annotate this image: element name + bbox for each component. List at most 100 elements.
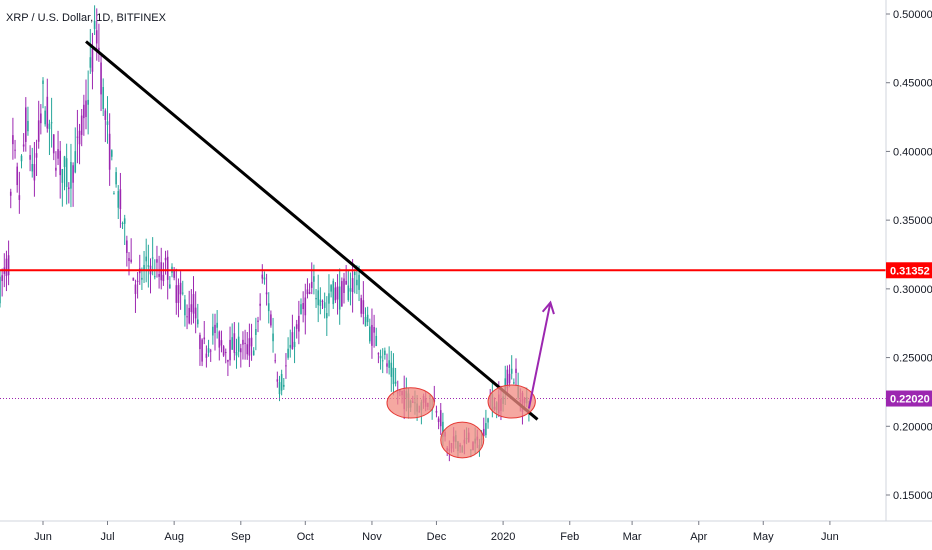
candle-body xyxy=(506,369,509,389)
candle-body xyxy=(14,149,16,151)
time-axis[interactable]: Jun Jul Aug Sep Oct Nov Dec 2020 Feb Mar Apr May Jun xyxy=(34,521,839,543)
highlight-ellipse[interactable] xyxy=(487,384,536,419)
candle-body xyxy=(231,337,233,350)
candle-body xyxy=(293,341,296,348)
x-tick-label: Jun xyxy=(34,531,52,543)
descending-trendline[interactable] xyxy=(85,40,539,421)
candle-body xyxy=(373,327,375,333)
candle-body xyxy=(360,298,362,314)
price-badge-label: 0.22020 xyxy=(890,394,930,406)
candle-body xyxy=(252,350,255,356)
candle-body xyxy=(265,292,268,295)
candle-body xyxy=(351,278,354,293)
candle-body xyxy=(106,121,109,125)
candle-body xyxy=(188,307,190,324)
candle-body xyxy=(381,360,384,362)
candle-body xyxy=(184,299,186,316)
candle-body xyxy=(179,282,182,295)
candle-body xyxy=(89,57,92,68)
candle-body xyxy=(270,314,272,326)
candle-body xyxy=(272,333,274,342)
candle-body xyxy=(35,153,38,158)
candle-body xyxy=(274,360,276,362)
x-tick-label: 2020 xyxy=(491,531,515,543)
candle-body xyxy=(33,164,36,181)
candle-body xyxy=(7,255,10,276)
candle-body xyxy=(83,104,85,119)
candle-body xyxy=(12,135,14,145)
price-axis[interactable]: 0.50000 0.45000 0.40000 0.35000 0.30000 0.250… xyxy=(886,9,932,502)
x-tick-label: Jun xyxy=(821,531,839,543)
projection-arrow[interactable] xyxy=(527,302,552,409)
candle-body xyxy=(80,115,83,135)
candle-body xyxy=(504,378,507,391)
y-tick-label: 0.15000 xyxy=(893,490,932,502)
candle-body xyxy=(158,274,160,277)
candle-body xyxy=(25,107,27,142)
candle-body xyxy=(227,359,229,362)
candle-body xyxy=(263,277,266,280)
chart-title: XRP / U.S. Dollar, 1D, BITFINEX xyxy=(6,12,167,24)
candle-body xyxy=(98,47,100,51)
candle-body xyxy=(52,134,55,154)
candle-body xyxy=(291,332,294,350)
candle-body xyxy=(319,299,322,306)
candle-body xyxy=(119,189,122,210)
candle-body xyxy=(27,120,29,132)
candle-body xyxy=(87,99,89,105)
candle-body xyxy=(347,285,350,300)
candle-body xyxy=(209,350,212,352)
x-tick-label: Sep xyxy=(231,531,251,543)
candle-body xyxy=(214,324,216,333)
highlight-ellipse[interactable] xyxy=(386,387,435,419)
candle-body xyxy=(37,120,40,142)
candle-body xyxy=(371,324,373,346)
candle-body xyxy=(136,280,139,282)
candle-body xyxy=(42,80,44,84)
candle-body xyxy=(278,382,281,395)
candle-body xyxy=(76,136,79,138)
overlays-layer xyxy=(0,40,886,459)
candle-body xyxy=(68,187,70,190)
candle-body xyxy=(48,123,51,130)
candle-body xyxy=(442,421,444,437)
candle-body xyxy=(261,274,264,279)
y-tick-label: 0.25000 xyxy=(893,353,932,365)
candle-body xyxy=(143,265,145,270)
candle-body xyxy=(123,218,126,224)
x-tick-label: Dec xyxy=(427,531,447,543)
candle-body xyxy=(224,352,227,354)
candle-body xyxy=(375,335,378,347)
candle-body xyxy=(353,271,356,276)
candle-body xyxy=(313,276,315,282)
candle-body xyxy=(61,169,64,183)
candle-body xyxy=(216,322,218,328)
candle-body xyxy=(113,193,115,195)
candle-body xyxy=(315,297,317,300)
candle-body xyxy=(50,122,53,124)
candle-body xyxy=(212,326,214,336)
candle-body xyxy=(57,149,59,159)
candle-body xyxy=(85,100,87,118)
x-tick-label: Mar xyxy=(623,531,642,543)
candle-body xyxy=(162,274,165,282)
candle-body xyxy=(181,292,184,294)
candle-body xyxy=(276,379,279,382)
candle-body xyxy=(341,281,343,307)
candle-body xyxy=(134,284,137,294)
candle-body xyxy=(121,222,124,224)
candle-body xyxy=(482,428,485,437)
candle-body xyxy=(72,165,74,183)
candle-body xyxy=(513,382,515,384)
candle-body xyxy=(338,286,341,310)
candle-body xyxy=(287,348,289,358)
candle-body xyxy=(377,353,380,355)
candle-body xyxy=(306,289,309,295)
candle-body xyxy=(145,256,147,262)
highlight-ellipse[interactable] xyxy=(440,421,485,459)
candle-body xyxy=(386,363,388,367)
candle-body xyxy=(323,302,326,308)
candle-body xyxy=(255,329,257,335)
candle-body xyxy=(203,337,206,340)
